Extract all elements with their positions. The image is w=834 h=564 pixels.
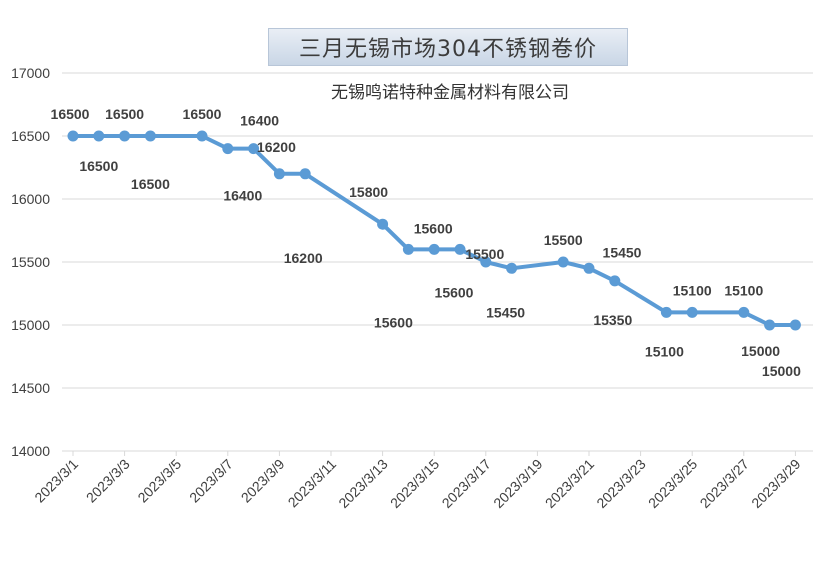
data-point	[686, 306, 698, 318]
data-point	[119, 130, 131, 142]
y-axis-ticks: 17000 16500 16000 15500 15000 14500 14000	[11, 65, 50, 459]
data-label: 15600	[435, 284, 474, 300]
y-tick-label: 15000	[11, 317, 50, 333]
data-point	[428, 243, 440, 255]
data-point	[454, 243, 466, 255]
chart-subtitle: 无锡鸣诺特种金属材料有限公司	[331, 83, 569, 103]
data-point	[196, 130, 208, 142]
data-label: 16200	[257, 139, 296, 155]
data-point	[377, 218, 389, 230]
data-point	[248, 143, 260, 155]
data-point	[506, 262, 518, 274]
x-tick-label: 2023/3/21	[542, 456, 598, 512]
data-label: 16400	[240, 113, 279, 129]
data-point-markers	[67, 130, 801, 331]
x-tick-label: 2023/3/15	[387, 456, 443, 512]
data-point	[557, 256, 569, 268]
data-label: 15350	[593, 312, 632, 328]
x-tick-label: 2023/3/13	[335, 456, 391, 512]
data-label: 15500	[465, 246, 504, 262]
data-label: 15450	[603, 244, 642, 260]
data-point	[67, 130, 79, 142]
chart-title-box: 三月无锡市场304不锈钢卷价	[268, 28, 628, 66]
data-label: 16200	[284, 250, 323, 266]
data-label: 15450	[486, 304, 525, 320]
x-tick-label: 2023/3/17	[439, 456, 495, 512]
data-point	[480, 256, 492, 268]
x-tick-label: 2023/3/1	[31, 456, 81, 506]
data-point	[144, 130, 156, 142]
data-label: 16500	[105, 106, 144, 122]
data-point	[273, 168, 285, 180]
data-label: 16500	[79, 158, 118, 174]
gridlines	[62, 72, 813, 452]
x-tick-label: 2023/3/3	[83, 456, 133, 506]
data-label: 15100	[724, 282, 763, 298]
y-tick-label: 14000	[11, 443, 50, 459]
data-point	[789, 319, 801, 331]
data-label: 15000	[741, 343, 780, 359]
data-point	[583, 262, 595, 274]
x-tick-label: 2023/3/19	[490, 456, 546, 512]
x-tick-label: 2023/3/25	[645, 456, 701, 512]
data-point	[609, 275, 621, 287]
data-label: 15600	[414, 220, 453, 236]
x-tick-label: 2023/3/29	[748, 456, 804, 512]
x-tick-label: 2023/3/7	[186, 456, 236, 506]
y-tick-label: 16500	[11, 128, 50, 144]
x-tick-label: 2023/3/11	[284, 456, 339, 511]
data-label: 15100	[645, 343, 684, 359]
x-tick-label: 2023/3/23	[593, 456, 649, 512]
x-tick-label: 2023/3/5	[134, 456, 184, 506]
data-label: 15600	[374, 314, 413, 330]
data-label: 15000	[762, 363, 801, 379]
y-tick-label: 16000	[11, 191, 50, 207]
data-point	[299, 168, 311, 180]
y-tick-label: 15500	[11, 254, 50, 270]
data-point	[222, 143, 234, 155]
data-point	[402, 243, 414, 255]
data-point	[738, 306, 750, 318]
data-label: 16500	[183, 106, 222, 122]
data-point	[93, 130, 105, 142]
y-tick-label: 14500	[11, 380, 50, 396]
y-tick-label: 17000	[11, 65, 50, 81]
data-point	[660, 306, 672, 318]
x-axis-ticks: 2023/3/1 2023/3/3 2023/3/5 2023/3/7 2023/3/9…	[31, 451, 804, 512]
data-label: 15500	[544, 232, 583, 248]
x-tick-label: 2023/3/9	[238, 456, 288, 506]
data-labels: 16500 16500 16500 16500 16500 16400 16400 16200…	[51, 106, 802, 379]
chart-title: 三月无锡市场304不锈钢卷价	[299, 37, 597, 62]
data-label: 15800	[349, 184, 388, 200]
data-label: 16500	[131, 176, 170, 192]
x-tick-label: 2023/3/27	[697, 456, 753, 512]
data-label: 15100	[673, 282, 712, 298]
data-label: 16400	[223, 188, 262, 204]
data-label: 16500	[51, 106, 90, 122]
data-point	[764, 319, 776, 331]
